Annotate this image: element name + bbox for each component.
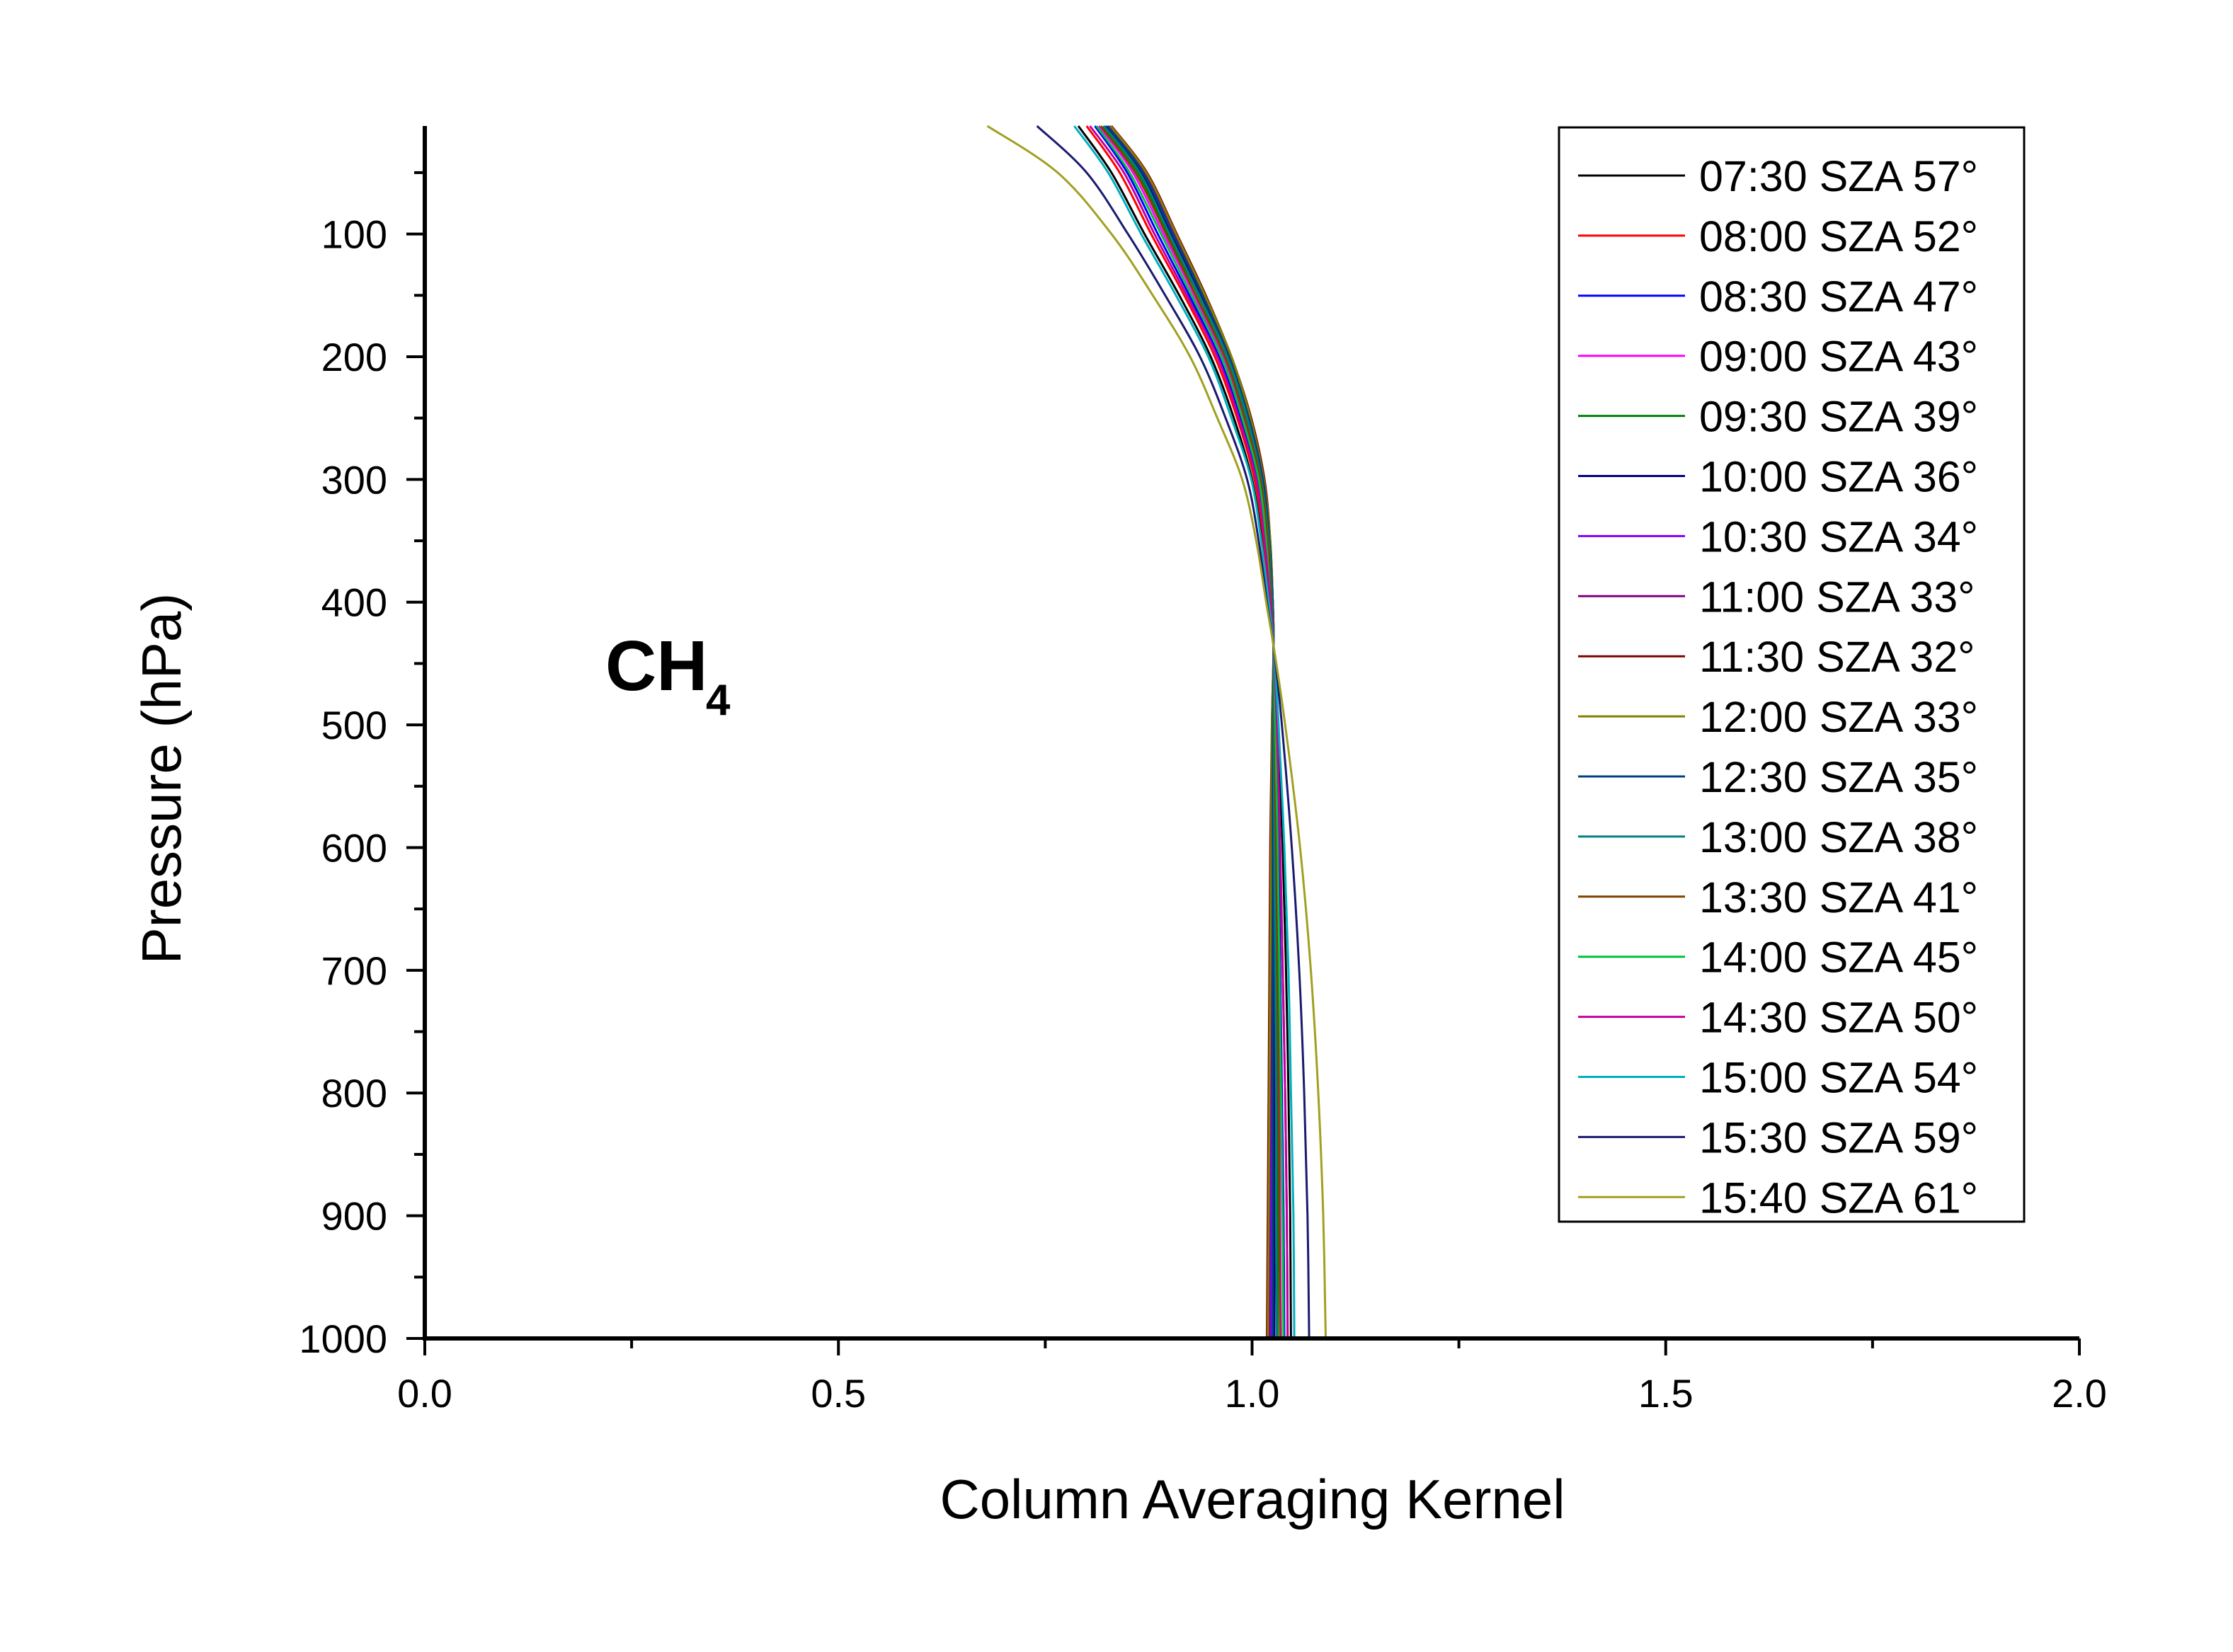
legend-label-9: 12:00 SZA 33° <box>1699 693 1978 741</box>
y-tick-label: 700 <box>321 948 387 993</box>
legend-label-17: 15:40 SZA 61° <box>1699 1174 1978 1222</box>
x-tick-label: 0.5 <box>811 1371 866 1416</box>
legend-label-8: 11:30 SZA 32° <box>1699 633 1975 681</box>
series-line-0 <box>1077 125 1292 1339</box>
legend-label-7: 11:00 SZA 33° <box>1699 573 1975 621</box>
series-line-14 <box>1089 125 1289 1339</box>
legend-label-11: 13:00 SZA 38° <box>1699 813 1978 861</box>
y-tick-label: 600 <box>321 825 387 870</box>
legend-label-3: 09:00 SZA 43° <box>1699 333 1978 381</box>
legend-label-1: 08:00 SZA 52° <box>1699 212 1978 260</box>
legend-label-4: 09:30 SZA 39° <box>1699 393 1978 441</box>
y-tick-label: 200 <box>321 335 387 379</box>
legend-label-12: 13:30 SZA 41° <box>1699 873 1978 922</box>
x-axis-title: Column Averaging Kernel <box>940 1468 1565 1530</box>
ch4-annotation: CH 4 <box>605 626 731 725</box>
legend-label-5: 10:00 SZA 36° <box>1699 453 1978 501</box>
legend-items: 07:30 SZA 57° 08:00 SZA 52° 08:30 SZA 47° 0… <box>1578 152 1978 1222</box>
y-tick-label: 500 <box>321 703 387 747</box>
x-tick-label: 2.0 <box>2052 1371 2107 1416</box>
legend-label-0: 07:30 SZA 57° <box>1699 152 1978 200</box>
series-layer <box>986 125 1327 1339</box>
legend-label-6: 10:30 SZA 34° <box>1699 512 1978 561</box>
y-tick-label: 900 <box>321 1194 387 1239</box>
legend-label-14: 14:30 SZA 50° <box>1699 994 1978 1042</box>
legend-label-13: 14:00 SZA 45° <box>1699 934 1978 982</box>
series-line-15 <box>1073 125 1296 1339</box>
y-tick-label: 1000 <box>299 1317 387 1361</box>
y-tick-label: 100 <box>321 212 387 257</box>
legend-label-16: 15:30 SZA 59° <box>1699 1113 1978 1161</box>
legend-label-2: 08:30 SZA 47° <box>1699 273 1978 321</box>
y-axis-title: Pressure (hPa) <box>130 593 193 965</box>
y-tick-label: 400 <box>321 580 387 625</box>
y-tick-label: 300 <box>321 457 387 502</box>
x-tick-label: 1.0 <box>1225 1371 1280 1416</box>
legend-frame <box>1558 126 2026 1223</box>
annotation-main-text: CH <box>605 626 707 706</box>
tick-layer: 0.0 0.5 1.0 1.5 2.0 100 200 300 400 500 600 700 800 9… <box>299 171 2107 1416</box>
legend-label-15: 15:00 SZA 54° <box>1699 1054 1978 1102</box>
y-tick-label: 800 <box>321 1071 387 1115</box>
x-tick-label: 0.0 <box>397 1371 452 1416</box>
x-tick-label: 1.5 <box>1638 1371 1694 1416</box>
series-line-17 <box>986 125 1327 1339</box>
annotation-subscript: 4 <box>706 676 731 725</box>
legend-label-10: 12:30 SZA 35° <box>1699 753 1978 801</box>
legend: 07:30 SZA 57° 08:00 SZA 52° 08:30 SZA 47° 0… <box>1558 126 2026 1223</box>
